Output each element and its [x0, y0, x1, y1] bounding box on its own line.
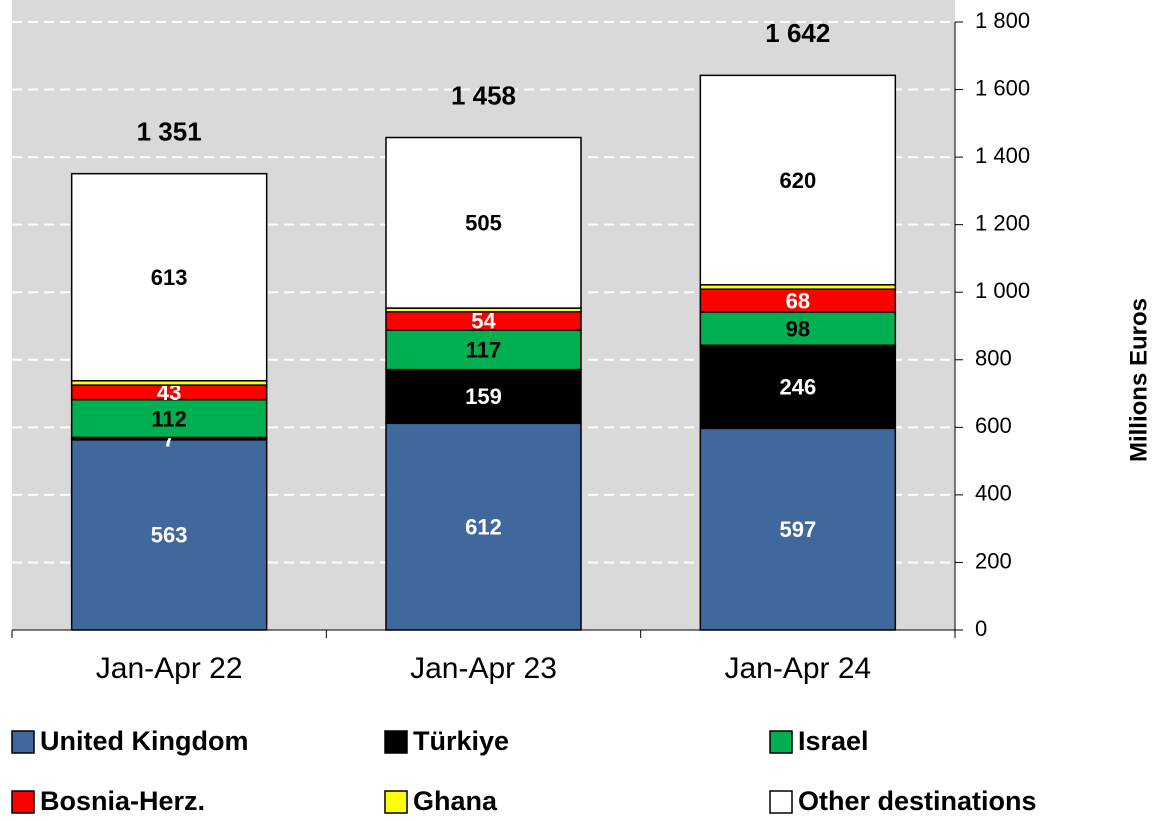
y-tick-label: 400: [975, 481, 1012, 506]
bar-segment: [70, 172, 268, 382]
legend-label: Türkiye: [413, 726, 509, 756]
y-axis-label: Millions Euros: [1125, 298, 1152, 462]
total-label: 1 642: [765, 18, 830, 48]
data-label: 612: [465, 514, 502, 539]
legend-label: Other destinations: [798, 786, 1037, 816]
bar-segment: [385, 422, 582, 631]
y-tick-label: 1 000: [975, 278, 1030, 303]
total-label: 1 351: [137, 117, 202, 147]
legend-label: Israel: [798, 726, 869, 756]
y-tick-label: 1 600: [975, 75, 1030, 100]
y-tick-label: 1 400: [975, 143, 1030, 168]
legend-label: United Kingdom: [40, 726, 248, 756]
legend-swatch: [769, 730, 793, 754]
data-label: 98: [786, 317, 810, 342]
y-tick-label: 1 800: [975, 8, 1030, 33]
data-label: 613: [151, 265, 188, 290]
total-label: 1 458: [451, 80, 516, 110]
x-tick-label: Jan-Apr 23: [410, 652, 557, 685]
legend-swatch: [384, 730, 408, 754]
data-label: 159: [465, 384, 502, 409]
bar-segment: [699, 344, 897, 430]
bar-segment: [699, 74, 897, 286]
data-label: 117: [466, 338, 502, 363]
bar-segment: [385, 368, 582, 425]
data-label: 112: [151, 406, 187, 431]
legend-swatch: [769, 790, 793, 814]
bar-segment: [385, 329, 582, 371]
legend-swatch: [11, 790, 35, 814]
legend-swatch: [11, 730, 35, 754]
data-label: 620: [779, 168, 816, 193]
data-label: 563: [151, 523, 188, 548]
data-label: 68: [786, 288, 810, 313]
y-tick-label: 800: [975, 346, 1012, 371]
x-tick-label: Jan-Apr 22: [96, 652, 243, 685]
data-label: 246: [779, 375, 816, 400]
x-tick-label: Jan-Apr 24: [724, 652, 871, 685]
bar-segment: [699, 427, 897, 631]
data-label: 597: [779, 517, 816, 542]
bar-segment: [699, 311, 897, 347]
data-label: 54: [471, 309, 496, 334]
legend-label: Bosnia-Herz.: [40, 786, 205, 816]
legend-swatch: [384, 790, 408, 814]
data-label: 505: [465, 211, 502, 236]
y-tick-label: 600: [975, 413, 1012, 438]
y-tick-label: 0: [975, 616, 987, 641]
y-tick-label: 1 200: [975, 210, 1030, 235]
y-tick-label: 200: [975, 548, 1012, 573]
bar-segment: [385, 136, 582, 309]
legend-label: Ghana: [413, 786, 498, 816]
